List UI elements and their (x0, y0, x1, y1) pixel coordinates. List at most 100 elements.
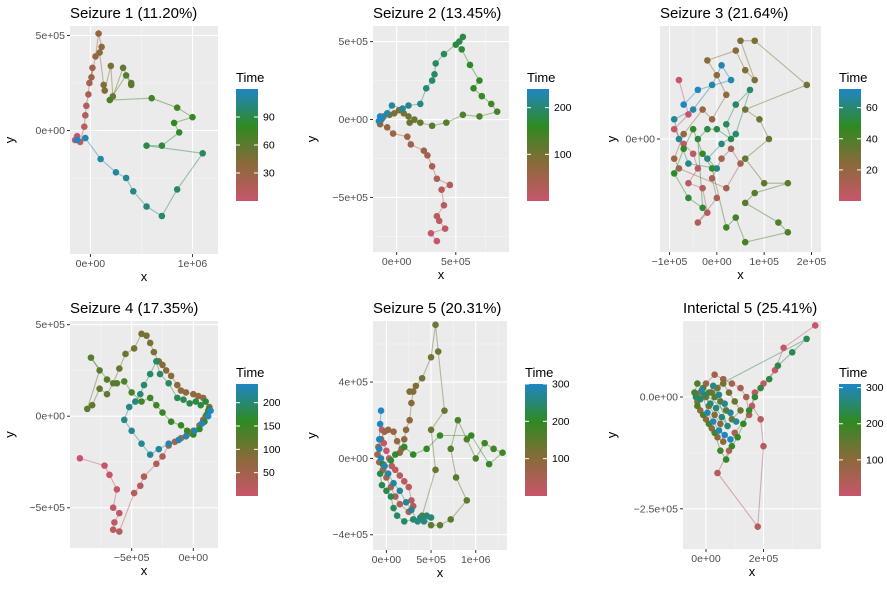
trajectory-segment (673, 173, 689, 199)
data-point (433, 175, 441, 183)
trajectory-segment (79, 457, 105, 467)
x-axis-label: x (749, 564, 756, 579)
data-point (466, 61, 474, 69)
data-point (438, 186, 445, 193)
plot-background (683, 321, 821, 549)
data-point (704, 125, 711, 133)
data-point (760, 442, 767, 450)
data-point (685, 194, 692, 202)
data-point (689, 106, 697, 113)
data-point (138, 440, 145, 447)
data-point (111, 519, 118, 526)
data-point (493, 108, 501, 116)
trajectory-segment (702, 188, 708, 213)
data-point (675, 165, 683, 172)
data-point (714, 469, 721, 477)
data-point (408, 497, 415, 504)
data-point (717, 420, 724, 428)
legend-tick-label: 20 (866, 164, 878, 176)
data-point (390, 428, 397, 435)
data-point (125, 403, 133, 411)
data-point (165, 379, 172, 387)
data-point (727, 76, 735, 84)
plot-background (373, 26, 509, 252)
data-point (427, 514, 435, 521)
data-point (499, 449, 506, 456)
data-point (173, 104, 181, 111)
panel-5: 0e+00 5e+05 1e+06 −4e+05 0e+00 4e+05 Seizure 5… (304, 300, 570, 580)
legend-tick-label: 50 (263, 467, 275, 479)
trajectory-segment (725, 104, 737, 125)
trajectory-segment (450, 500, 468, 520)
data-point (143, 203, 150, 210)
legend-tick-label: 60 (263, 140, 275, 152)
data-point (137, 482, 144, 490)
y-tick-label: 0e+00 (36, 125, 66, 137)
data-point (408, 399, 415, 407)
data-point (389, 130, 397, 137)
x-tick-label: 1e+06 (461, 554, 491, 566)
data-point (170, 119, 178, 127)
data-point (128, 389, 135, 396)
data-point (463, 436, 471, 443)
data-point (689, 150, 697, 158)
data-point (727, 135, 735, 143)
data-point (381, 462, 388, 470)
data-point (390, 109, 398, 117)
data-point (197, 401, 205, 409)
y-axis-label: y (2, 136, 17, 143)
trajectory-segment (455, 477, 468, 501)
data-point (130, 345, 138, 352)
data-point (83, 405, 91, 413)
data-point (403, 133, 411, 140)
trajectory-segment (109, 97, 152, 101)
data-point (715, 391, 723, 399)
data-point (392, 466, 399, 474)
data-point (732, 101, 740, 108)
data-point (146, 370, 154, 378)
data-point (130, 489, 138, 497)
data-point (390, 479, 397, 487)
x-tick-label: 2e+05 (749, 553, 779, 565)
data-point (411, 116, 418, 123)
data-point (718, 155, 725, 162)
data-point (406, 119, 413, 126)
data-point (696, 395, 704, 403)
data-point (383, 487, 390, 495)
data-point (109, 526, 117, 533)
chart-title: Seizure 2 (13.45%) (373, 5, 501, 22)
data-point (754, 523, 762, 530)
data-point (734, 433, 741, 441)
data-point (713, 71, 721, 79)
trajectory-segment (678, 79, 689, 115)
data-point (737, 384, 744, 392)
data-point (458, 46, 465, 53)
data-point (463, 497, 471, 504)
x-axis-label: x (141, 269, 148, 284)
data-point (383, 124, 391, 131)
data-point (396, 487, 404, 495)
data-point (694, 165, 702, 172)
data-point (417, 119, 424, 126)
trajectory-segment (110, 65, 114, 97)
plot-background (70, 26, 218, 254)
data-point (694, 135, 702, 143)
data-point (150, 348, 158, 356)
data-point (441, 225, 449, 232)
data-point (728, 380, 736, 387)
data-point (757, 384, 764, 392)
data-point (447, 445, 455, 453)
data-point (86, 79, 93, 87)
data-point (405, 102, 412, 109)
trajectory-segment (735, 217, 746, 243)
data-point (447, 516, 455, 523)
data-point (192, 398, 200, 405)
data-point (704, 209, 711, 216)
trajectory-segment (470, 435, 490, 465)
data-point (433, 212, 441, 220)
data-point (116, 528, 123, 535)
data-point (481, 439, 488, 447)
data-point (423, 445, 430, 453)
data-point (432, 321, 439, 329)
data-point (427, 353, 435, 361)
